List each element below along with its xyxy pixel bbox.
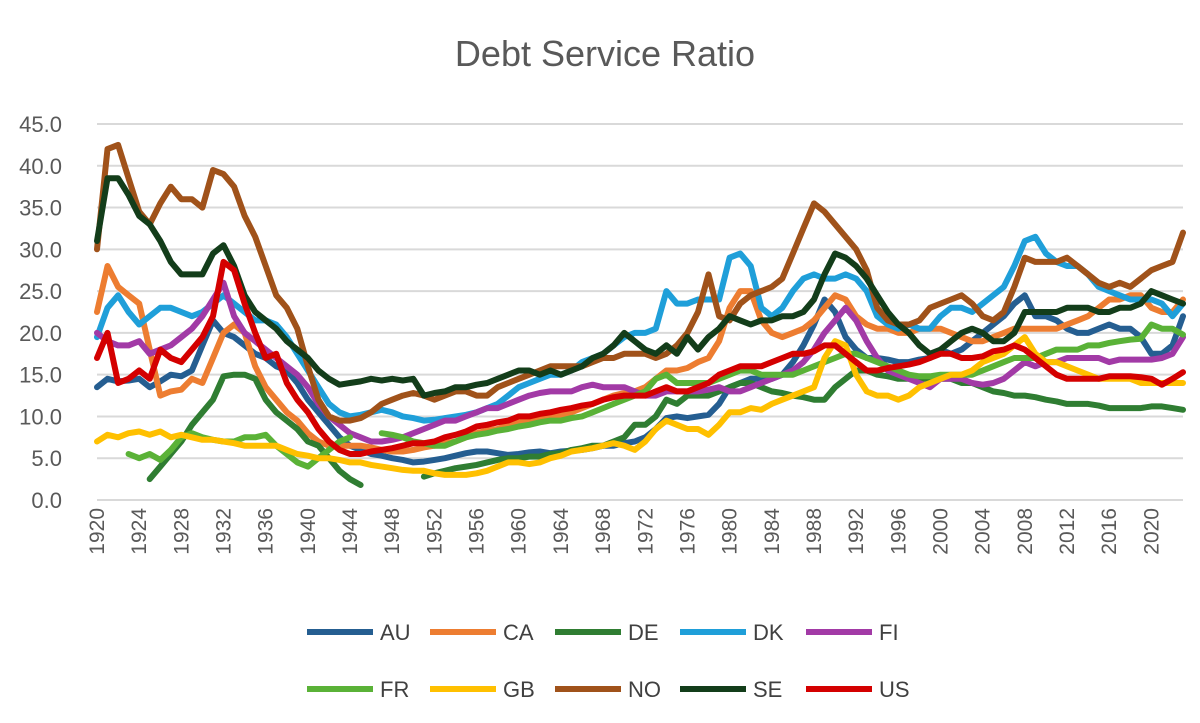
x-tick-label: 1924 — [128, 508, 151, 555]
x-tick-label: 1988 — [803, 508, 826, 555]
x-tick-label: 1948 — [381, 508, 404, 555]
x-tick-label: 1968 — [592, 508, 615, 555]
x-tick-label: 1980 — [719, 508, 742, 555]
legend-label: SE — [753, 677, 782, 702]
y-tick-label: 10.0 — [19, 404, 62, 429]
series-line-gb — [94, 334, 1186, 478]
y-axis-ticks: 0.0 5.0 10.0 15.0 20.0 25.0 30.0 35.0 40.0 45.0 — [19, 112, 62, 513]
legend-label: FR — [380, 677, 409, 702]
series-line-us — [94, 258, 1186, 457]
x-axis-ticks: 1920 1924 1928 1932 1936 1940 1944 1948 1952 1956… — [86, 508, 1163, 555]
x-tick-label: 2004 — [972, 508, 995, 555]
series-line-fr — [125, 321, 1186, 470]
legend-label: NO — [628, 677, 661, 702]
x-tick-label: 2012 — [1056, 508, 1079, 555]
legend-label: DK — [753, 620, 784, 645]
x-tick-label: 1956 — [466, 508, 489, 555]
y-tick-label: 15.0 — [19, 363, 62, 388]
legend-item-gb: GB — [430, 677, 535, 702]
x-tick-label: 1992 — [845, 508, 868, 555]
series-line-fi — [94, 279, 1186, 445]
x-tick-label: 1932 — [213, 508, 236, 555]
x-tick-label: 1940 — [297, 508, 320, 555]
x-tick-label: 2008 — [1014, 508, 1037, 555]
legend-item-no: NO — [555, 677, 661, 702]
series-line-se — [94, 175, 1186, 399]
x-tick-label: 1944 — [339, 508, 362, 555]
legend: AU CA DE DK FI FR GB NO SE US — [307, 620, 910, 702]
x-tick-label: 1936 — [255, 508, 278, 555]
x-tick-label: 2000 — [929, 508, 952, 555]
series-line-ca — [94, 263, 1186, 455]
legend-label: US — [879, 677, 910, 702]
legend-label: DE — [628, 620, 659, 645]
x-tick-label: 1928 — [170, 508, 193, 555]
x-tick-label: 1920 — [86, 508, 109, 555]
legend-item-dk: DK — [680, 620, 784, 645]
chart-title: Debt Service Ratio — [455, 33, 755, 74]
legend-label: AU — [380, 620, 411, 645]
y-tick-label: 25.0 — [19, 279, 62, 304]
legend-item-au: AU — [307, 620, 411, 645]
x-tick-label: 1964 — [550, 508, 573, 555]
legend-item-us: US — [806, 677, 910, 702]
x-tick-label: 1972 — [634, 508, 657, 555]
legend-item-de: DE — [555, 620, 659, 645]
y-tick-label: 35.0 — [19, 196, 62, 221]
x-tick-label: 2020 — [1140, 508, 1163, 555]
legend-item-se: SE — [680, 677, 782, 702]
y-tick-label: 0.0 — [31, 488, 62, 513]
x-tick-label: 2016 — [1098, 508, 1121, 555]
y-tick-label: 30.0 — [19, 237, 62, 262]
series-lines — [94, 141, 1186, 488]
series-line-no — [94, 141, 1186, 424]
y-tick-label: 5.0 — [31, 446, 62, 471]
x-tick-label: 1996 — [887, 508, 910, 555]
x-tick-label: 1952 — [423, 508, 446, 555]
legend-item-ca: CA — [430, 620, 534, 645]
legend-label: FI — [879, 620, 899, 645]
x-tick-label: 1984 — [761, 508, 784, 555]
x-tick-label: 1976 — [676, 508, 699, 555]
y-tick-label: 20.0 — [19, 321, 62, 346]
y-tick-label: 45.0 — [19, 112, 62, 137]
legend-item-fr: FR — [307, 677, 409, 702]
legend-label: GB — [503, 677, 535, 702]
legend-item-fi: FI — [806, 620, 899, 645]
x-tick-label: 1960 — [508, 508, 531, 555]
legend-label: CA — [503, 620, 534, 645]
y-tick-label: 40.0 — [19, 154, 62, 179]
